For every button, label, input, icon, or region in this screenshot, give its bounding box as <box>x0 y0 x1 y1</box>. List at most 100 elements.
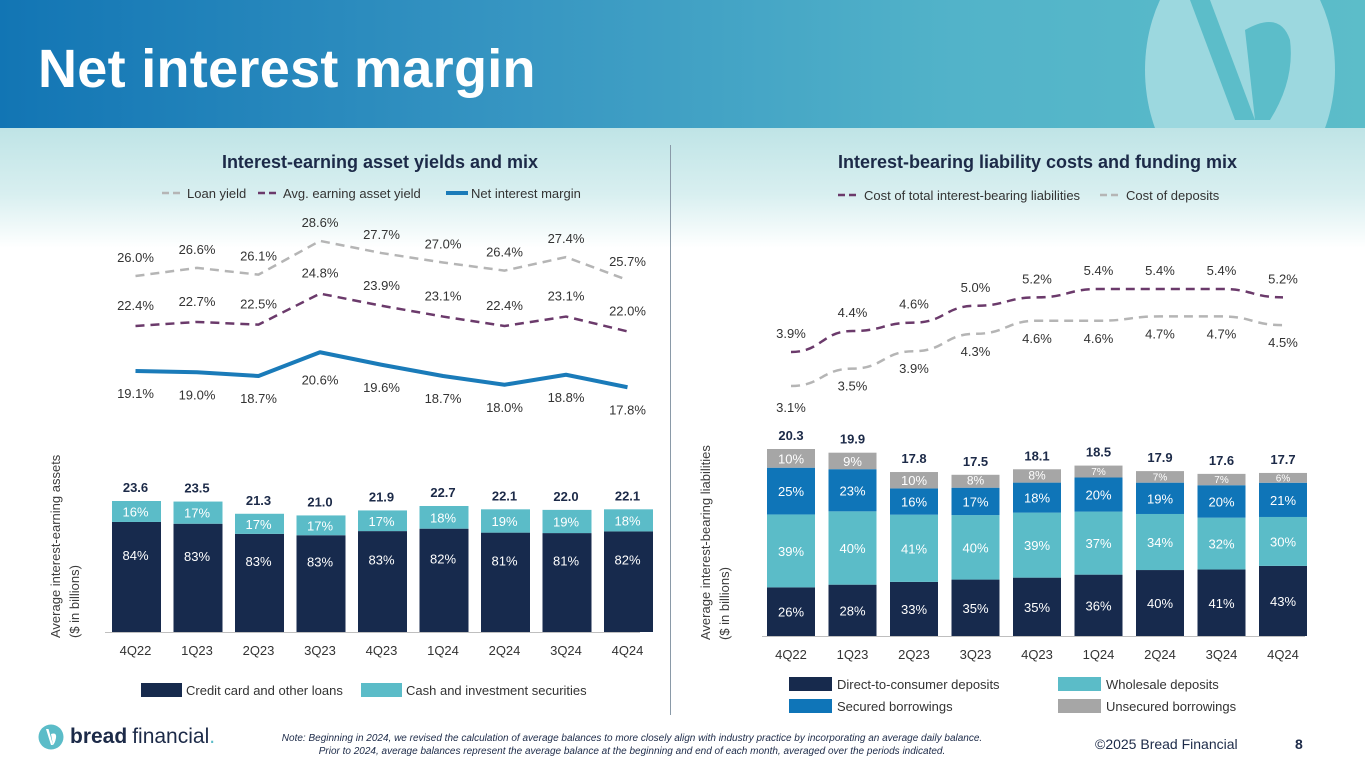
footnote-line2: Prior to 2024, average balances represen… <box>318 746 946 757</box>
bar-segment <box>1197 569 1246 636</box>
bar-total-label: 17.6 <box>1209 453 1234 468</box>
legend-label: Wholesale deposits <box>1106 677 1219 692</box>
segment-label: 8% <box>1028 468 1046 482</box>
bar-total-label: 22.7 <box>430 485 455 500</box>
bar-segment <box>1136 471 1184 483</box>
segment-label: 21% <box>1270 493 1296 508</box>
bar-total-label: 21.3 <box>246 493 271 508</box>
left-section-title: Interest-earning asset yields and mix <box>221 152 539 172</box>
page-number: 8 <box>1295 736 1303 752</box>
data-label: 19.6% <box>363 380 400 395</box>
data-label: 5.4% <box>1145 263 1175 278</box>
x-tick-label: 1Q24 <box>1083 647 1115 662</box>
segment-label: 26% <box>778 605 804 620</box>
bar-total-label: 18.5 <box>1086 445 1111 460</box>
segment-label: 8% <box>967 474 985 488</box>
section-divider <box>670 145 671 715</box>
bar-segment <box>112 521 161 632</box>
segment-label: 34% <box>1147 535 1173 550</box>
bar-segment <box>1136 513 1184 571</box>
line-series-cost-of-deposits <box>790 315 1284 388</box>
line-series-net-interest-margin <box>135 350 628 390</box>
bar-segment <box>173 523 223 632</box>
legend-label: Credit card and other loans <box>186 683 343 698</box>
logo-text-bold: bread <box>70 725 128 748</box>
data-label: 22.4% <box>117 298 154 313</box>
x-tick-label: 2Q23 <box>898 647 930 662</box>
data-label: 18.7% <box>425 391 462 406</box>
x-tick-label: 2Q23 <box>243 643 275 658</box>
data-label: 4.4% <box>838 305 868 320</box>
segment-label: 9% <box>843 454 862 469</box>
bar-total-label: 23.5 <box>184 481 209 496</box>
bar-segment <box>1013 469 1061 483</box>
data-label: 23.1% <box>548 289 585 304</box>
x-tick-label: 1Q24 <box>427 643 459 658</box>
segment-label: 39% <box>1024 538 1050 553</box>
bar-segment <box>296 515 346 536</box>
segment-label: 81% <box>491 553 517 568</box>
segment-label: 35% <box>1024 600 1050 615</box>
segment-label: 83% <box>368 553 394 568</box>
bar-segment <box>481 509 530 533</box>
x-tick-label: 4Q22 <box>775 647 807 662</box>
bar-segment <box>1013 577 1061 636</box>
segment-label: 17% <box>962 494 988 509</box>
legend-swatch <box>141 683 182 697</box>
bar-segment <box>296 535 346 632</box>
legend-swatch <box>789 677 832 691</box>
right-section-title: Interest-bearing liability costs and fun… <box>837 152 1238 172</box>
legend-label: Loan yield <box>187 186 246 201</box>
legend-label: Cost of total interest-bearing liabiliti… <box>864 188 1081 203</box>
data-label: 22.7% <box>179 294 216 309</box>
bar-segment <box>1074 511 1123 575</box>
bar-segment <box>890 488 938 515</box>
bread-logo-icon <box>38 724 64 750</box>
bar-segment <box>1013 482 1061 513</box>
segment-label: 84% <box>122 548 148 563</box>
bar-segment <box>358 510 407 532</box>
data-label: 26.6% <box>179 242 216 257</box>
segment-label: 7% <box>1153 472 1168 483</box>
data-label: 22.4% <box>486 298 523 313</box>
segment-label: 17% <box>184 506 210 521</box>
x-tick-label: 2Q24 <box>489 643 521 658</box>
segment-label: 41% <box>901 541 927 556</box>
legend-label: Cost of deposits <box>1126 188 1220 203</box>
segment-label: 20% <box>1208 494 1234 509</box>
data-label: 26.1% <box>240 249 277 264</box>
data-label: 18.0% <box>486 400 523 415</box>
segment-label: 82% <box>430 551 456 566</box>
data-label: 18.8% <box>548 390 585 405</box>
bar-segment <box>1259 482 1307 517</box>
bar-total-label: 17.7 <box>1270 452 1295 467</box>
bar-segment <box>1197 517 1246 570</box>
data-label: 4.6% <box>899 297 929 312</box>
segment-label: 17% <box>245 517 271 532</box>
bar-segment <box>358 531 407 632</box>
data-label: 27.0% <box>425 237 462 252</box>
segment-label: 40% <box>1147 596 1173 611</box>
segment-label: 18% <box>614 513 640 528</box>
segment-label: 40% <box>839 541 865 556</box>
x-tick-label: 4Q23 <box>366 643 398 658</box>
bar-segment <box>1197 473 1246 486</box>
bar-total-label: 22.0 <box>553 489 578 504</box>
data-label: 20.6% <box>302 372 339 387</box>
bar-segment <box>1259 516 1307 566</box>
legend-label: Secured borrowings <box>837 699 953 714</box>
bar-total-label: 23.6 <box>123 480 148 495</box>
data-label: 3.9% <box>899 361 929 376</box>
data-label: 5.4% <box>1084 263 1114 278</box>
data-label: 3.5% <box>838 379 868 394</box>
data-label: 26.4% <box>486 245 523 260</box>
segment-label: 19% <box>553 514 579 529</box>
bar-total-label: 17.9 <box>1147 450 1172 465</box>
bar-segment <box>890 581 938 636</box>
data-label: 5.0% <box>961 280 991 295</box>
bar-total-label: 21.9 <box>369 489 394 504</box>
segment-label: 41% <box>1208 596 1234 611</box>
bar-segment <box>951 515 1000 580</box>
x-tick-label: 1Q23 <box>181 643 213 658</box>
